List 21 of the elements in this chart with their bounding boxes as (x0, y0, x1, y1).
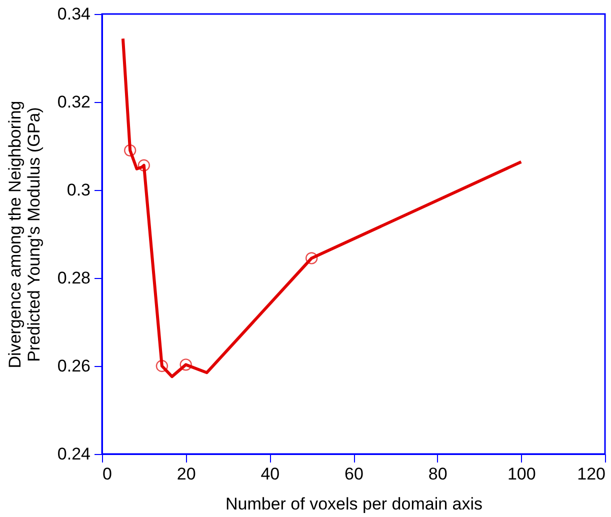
point (138, 159, 150, 172)
y-tick-label: 0.32 (57, 92, 90, 112)
x-tick-label: 100 (507, 464, 536, 484)
line-series (121, 37, 523, 378)
point (124, 144, 136, 156)
x-tick-label: 40 (260, 464, 280, 484)
y-tick-label: 0.26 (57, 356, 90, 376)
x-axis-title: Number of voxels per domain axis (225, 494, 483, 514)
x-tick-label: 20 (176, 464, 196, 484)
point (156, 360, 168, 372)
y-tick-label: 0.24 (57, 444, 90, 464)
y-tick-label: 0.3 (66, 180, 90, 200)
y-tick-label: 0.34 (57, 4, 90, 24)
x-tick-label: 0 (102, 464, 112, 484)
y-axis-title: Divergence among the Neighboring Predicted Young's Modulus (GPa) (5, 100, 44, 368)
y-tick-label: 0.28 (57, 268, 90, 288)
point (306, 252, 318, 264)
x-tick-label: 60 (344, 464, 364, 484)
point (180, 358, 192, 371)
x-tick-label: 80 (428, 464, 448, 484)
x-tick-label: 120 (577, 464, 606, 484)
